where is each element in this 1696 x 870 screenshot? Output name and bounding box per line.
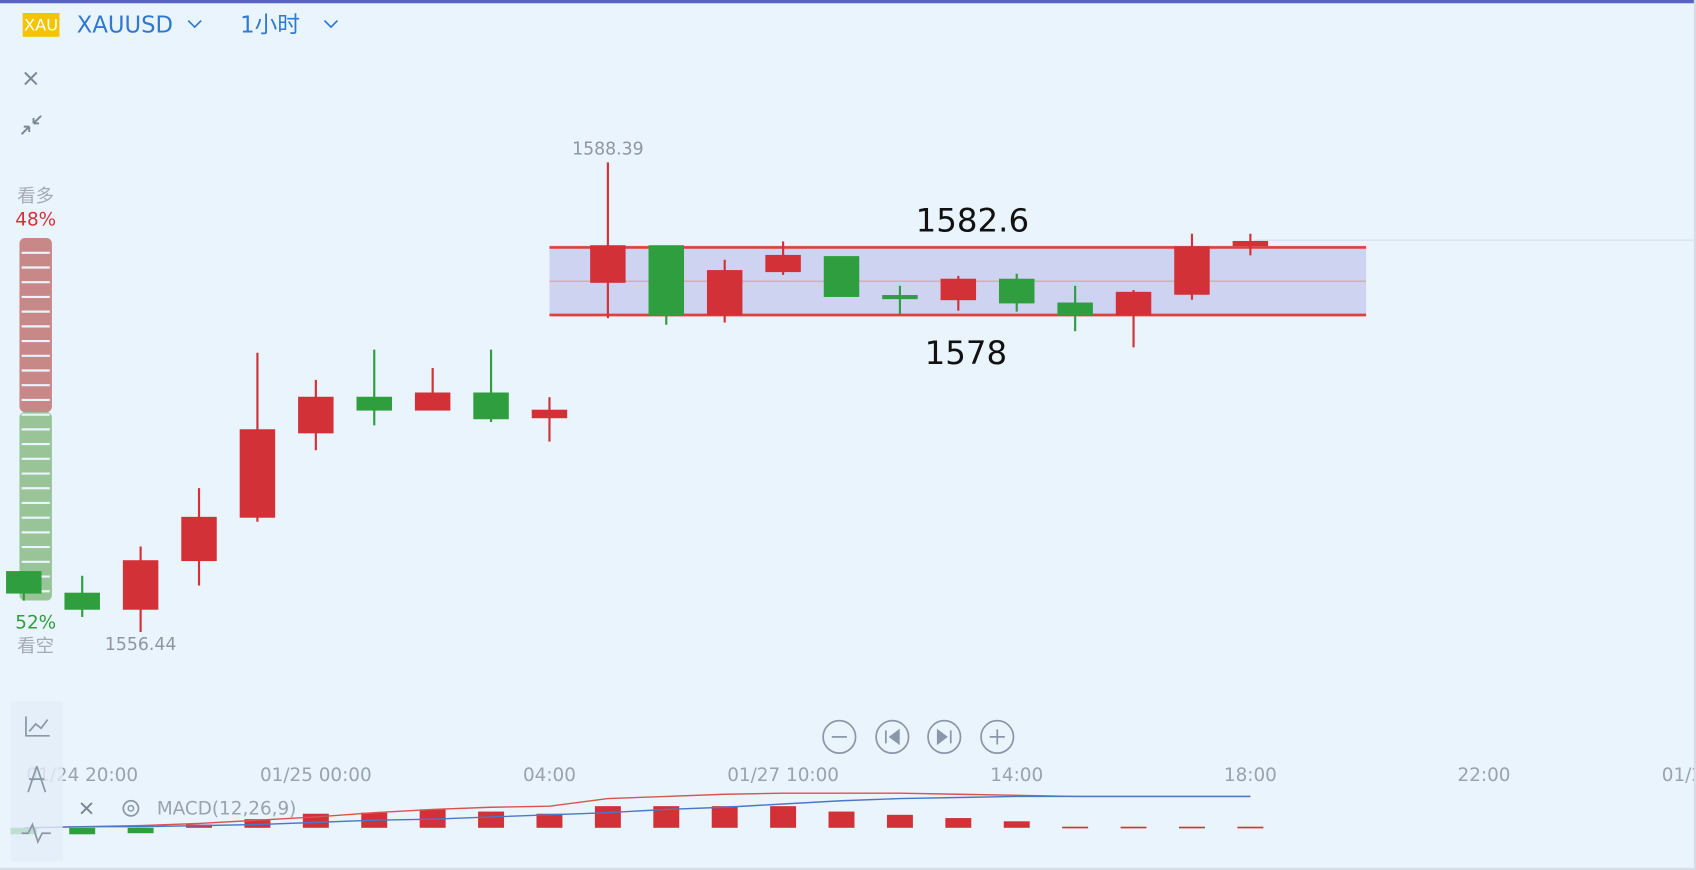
candle-body [1174,246,1210,295]
zoom-controls [822,719,1015,754]
macd-bar [1062,826,1089,829]
symbol[interactable]: XAUUSD [77,12,173,38]
candle-body [882,295,918,300]
close-button[interactable] [24,71,38,86]
interval-dropdown[interactable] [323,19,339,29]
bull-label: 看多 [17,186,54,207]
scroll-start[interactable] [875,719,910,754]
macd-bar [244,819,271,828]
x-tick-label: 18:00 [1224,765,1277,786]
interval[interactable]: 1小时 [240,12,300,38]
bear-label: 看空 [17,636,54,657]
zoom-in[interactable] [980,719,1015,754]
signal-button[interactable] [21,822,51,845]
candle-body [531,409,568,419]
macd-bar [127,827,154,834]
macd-bar [536,813,563,828]
candle-body [6,571,42,594]
candle-body [590,245,626,283]
shrink-button[interactable] [20,115,42,135]
macd-bar [711,806,738,828]
candle-body [239,429,276,518]
macd-bar [828,811,855,828]
candle-body [414,392,451,411]
candle-body [1232,240,1269,247]
macd-bar [653,806,680,828]
candle-body [1057,302,1093,316]
toolbox [10,701,63,862]
macd-bar [1178,826,1205,829]
zoom-out[interactable] [822,719,857,754]
low-label: 1556.44 [105,635,177,655]
symbol-icon-text: XAU [24,15,58,34]
macd-dea-line [23,795,1251,829]
candle-body [648,245,685,316]
x-tick-label: 22:00 [1458,765,1511,786]
macd-settings[interactable] [122,799,140,817]
sentiment-bar [19,238,52,601]
macd-bar [945,818,972,828]
x-tick-label: 01/27 10:00 [727,765,839,786]
candle-body [940,278,977,301]
candle-body [1115,291,1152,316]
scroll-end[interactable] [927,719,962,754]
candle-body [998,278,1035,304]
bear-percent: 52% [15,612,56,633]
symbol-icon[interactable] [22,12,60,37]
top-border [0,0,1696,4]
macd-bar [1120,826,1147,829]
x-tick-label: 04:00 [523,765,576,786]
high-label: 1588.39 [572,139,644,159]
macd-bar [1003,821,1030,828]
macd-bar [1237,826,1264,829]
macd-bar [770,806,797,828]
scroll-end-icon [936,728,952,746]
macd-bar [594,806,621,828]
zoom-in-icon [989,729,1005,745]
candle-body [823,256,860,297]
x-tick-label: 01/28 02:00 [1662,765,1696,786]
candle-body [64,592,100,610]
macd-bar [69,827,96,835]
draw-button[interactable] [27,765,47,793]
candle-body [298,396,334,434]
candle-body [122,560,159,610]
candle-body [181,516,217,562]
zone-upper-label: 1582.6 [916,202,1029,240]
symbol-dropdown[interactable] [187,19,202,29]
candle-body [706,270,743,316]
x-tick-label: 14:00 [990,765,1043,786]
scroll-start-icon [884,728,900,746]
macd-close[interactable] [80,802,93,815]
macd-bar [478,811,505,828]
bull-percent: 48% [15,210,56,231]
candle-body [765,254,801,273]
macd-bar [886,814,913,828]
indicator-button[interactable] [25,716,50,737]
x-tick-label: 01/25 00:00 [260,765,372,786]
right-border [1693,0,1696,870]
zone-lower-label: 1578 [925,334,1008,372]
bottom-border [0,867,1696,870]
candle-body [473,392,509,420]
macd-settings-center [127,804,135,812]
candle-body [356,396,392,411]
macd-title: MACD(12,26,9) [157,798,297,819]
